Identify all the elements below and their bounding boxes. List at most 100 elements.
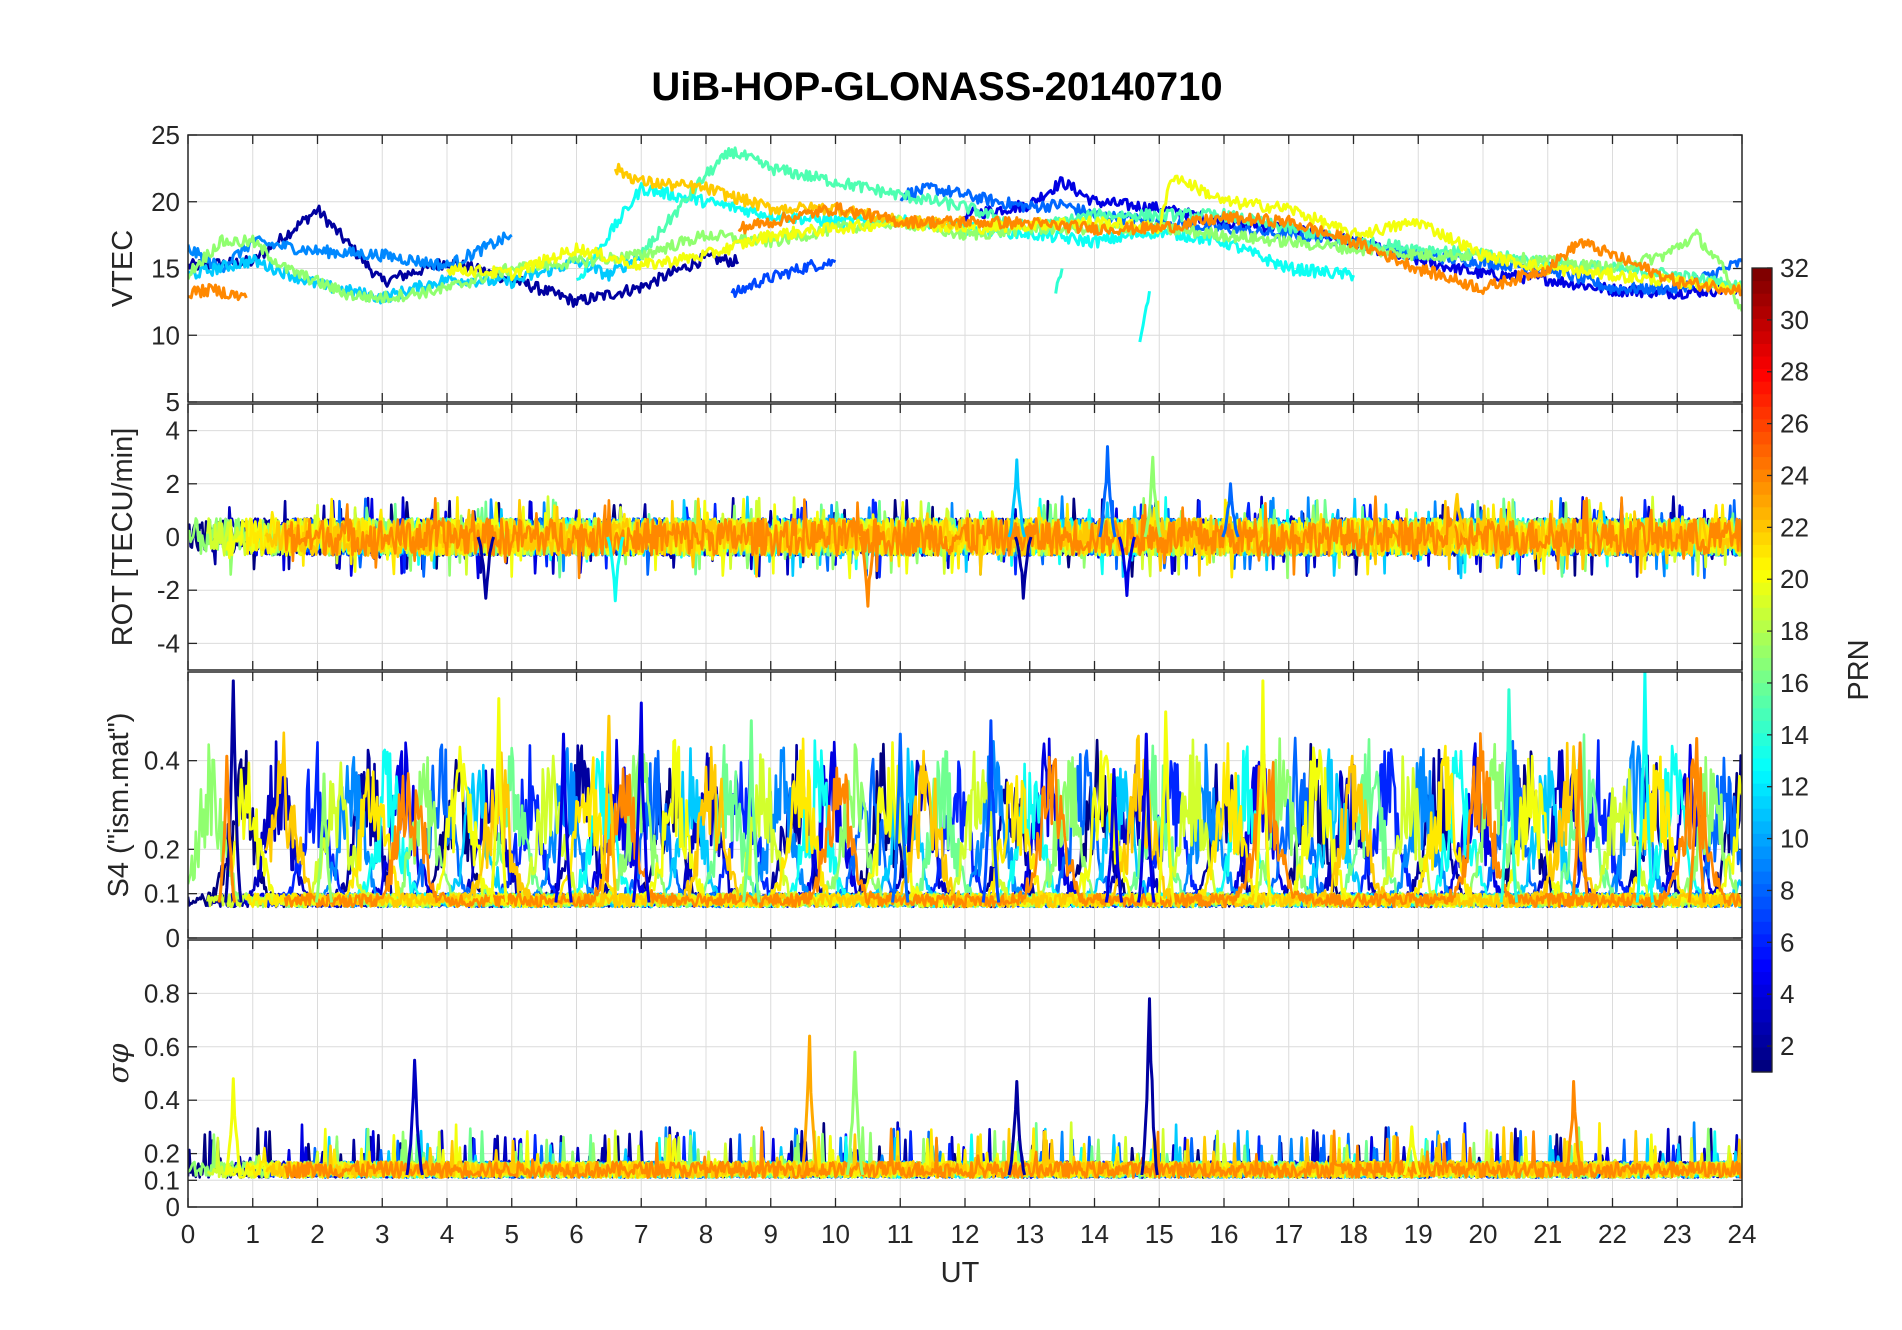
series-line-prn-14 [1054, 268, 1064, 294]
colorbar-tick-label: 10 [1780, 824, 1809, 854]
colorbar-segment [1752, 732, 1772, 746]
series-group [188, 997, 1742, 1179]
x-tick-label: 6 [569, 1219, 583, 1249]
colorbar-segment [1752, 619, 1772, 633]
series-spike-prn-2 [1140, 997, 1159, 1176]
x-tick-label: 3 [375, 1219, 389, 1249]
colorbar-tick-label: 22 [1780, 512, 1809, 542]
colorbar-segment [1752, 1046, 1772, 1061]
series-spike-prn-22 [599, 714, 619, 903]
colorbar-segment [1752, 556, 1772, 571]
series-spike-prn-4 [1104, 768, 1124, 903]
colorbar-tick-label: 28 [1780, 357, 1809, 387]
series-line-prn-2 [188, 204, 740, 308]
series-spike-prn-20 [1402, 1125, 1421, 1176]
x-tick-label: 18 [1339, 1219, 1368, 1249]
x-tick-label: 22 [1598, 1219, 1627, 1249]
colorbar-segment [1752, 343, 1772, 357]
series-spike-prn-2 [224, 679, 243, 903]
colorbar-segment [1752, 883, 1772, 897]
series-spike-prn-4 [632, 701, 651, 903]
y-tick-label: 0.1 [144, 1165, 180, 1195]
series-spike-prn-8 [1098, 445, 1117, 538]
colorbar-tick-label: 18 [1780, 616, 1809, 646]
colorbar-segment [1752, 971, 1772, 985]
y-tick-label: 5 [166, 387, 180, 417]
x-tick-label: 19 [1404, 1219, 1433, 1249]
colorbar-segment [1752, 531, 1772, 545]
colorbar-segment [1752, 607, 1772, 621]
series-line-prn-9 [188, 231, 513, 274]
colorbar-segment [1752, 745, 1772, 759]
colorbar-segment [1752, 355, 1772, 370]
colorbar-segment [1752, 393, 1772, 407]
colorbar-label: PRN [1843, 639, 1875, 700]
colorbar-segment [1752, 519, 1772, 533]
series-spike-prn-4 [1137, 732, 1156, 903]
series-line-prn-24 [737, 201, 1742, 297]
colorbar-segment [1752, 594, 1772, 608]
series-spike-prn-2 [1014, 536, 1033, 600]
colorbar-tick-label: 6 [1780, 927, 1794, 957]
colorbar-tick-label: 30 [1780, 305, 1809, 335]
colorbar-segment [1752, 1034, 1772, 1048]
series-spike-prn-17 [1143, 455, 1162, 538]
series-line-prn-24 [283, 495, 1742, 580]
y-axis-label: VTEC [107, 230, 139, 307]
series-line-prn-7 [730, 258, 837, 298]
x-tick-label: 0 [181, 1219, 195, 1249]
x-tick-label: 9 [764, 1219, 778, 1249]
colorbar-segment [1752, 695, 1772, 709]
colorbar-segment [1752, 418, 1772, 432]
panel-frame [187, 403, 1743, 671]
y-axis-label: ROT [TECU/min] [107, 428, 139, 647]
series-spike-prn-24 [1687, 737, 1706, 903]
series-spike-prn-3 [405, 1058, 424, 1176]
colorbar-segment [1752, 469, 1772, 483]
series-spike-prn-14 [1499, 688, 1519, 903]
x-tick-label: 12 [951, 1219, 980, 1249]
colorbar-segment [1752, 720, 1772, 734]
colorbar-segment [1752, 1059, 1772, 1073]
series-spike-prn-2 [476, 536, 496, 600]
series-line-prn-20 [446, 174, 1742, 295]
series-spike-prn-20 [224, 1077, 243, 1176]
colorbar-segment [1752, 820, 1772, 834]
x-axis: 0 1 2 3 4 5 6 7 8 9 10 11 12 13 14 15 16 17 18 19 20 21 22 23 24 [181, 1219, 1757, 1249]
y-tick-label: 0 [166, 522, 180, 552]
y-tick-label: 0.2 [144, 1139, 180, 1169]
series-line-prn-24 [188, 283, 248, 302]
colorbar-segment [1752, 670, 1772, 684]
colorbar-segment [1752, 494, 1772, 508]
colorbar-tick-label: 16 [1780, 668, 1809, 698]
chart-title: UiB-HOP-GLONASS-20140710 [651, 65, 1222, 109]
colorbar-segment [1752, 958, 1772, 973]
x-tick-label: 21 [1533, 1219, 1562, 1249]
y-tick-label: -4 [157, 628, 180, 658]
x-tick-label: 2 [310, 1219, 324, 1249]
colorbar-tick-label: 32 [1780, 253, 1809, 283]
colorbar-segment [1752, 933, 1772, 947]
colorbar-tick-label: 8 [1780, 875, 1794, 905]
y-tick-label: 0.4 [144, 746, 180, 776]
colorbar-segment [1752, 305, 1772, 319]
colorbar-segment [1752, 330, 1772, 344]
x-tick-label: 4 [440, 1219, 454, 1249]
y-tick-label: 25 [151, 120, 180, 150]
y-tick-label: 0 [166, 1192, 180, 1222]
colorbar-segment [1752, 896, 1772, 910]
series-group [188, 672, 1742, 909]
x-axis-label: UT [941, 1257, 980, 1289]
colorbar-segment [1752, 871, 1772, 885]
colorbar-segment [1752, 632, 1772, 646]
colorbar-segment [1752, 406, 1772, 420]
y-tick-label: 0 [166, 923, 180, 953]
series-spike-prn-7 [981, 719, 1001, 903]
colorbar-frame [1751, 267, 1773, 1073]
colorbar-segment [1752, 318, 1772, 332]
colorbar-segment [1752, 1021, 1772, 1035]
colorbar-tick-label: 12 [1780, 772, 1809, 802]
series-spike-prn-16 [742, 719, 761, 903]
series-line-prn-24 [283, 732, 1742, 909]
